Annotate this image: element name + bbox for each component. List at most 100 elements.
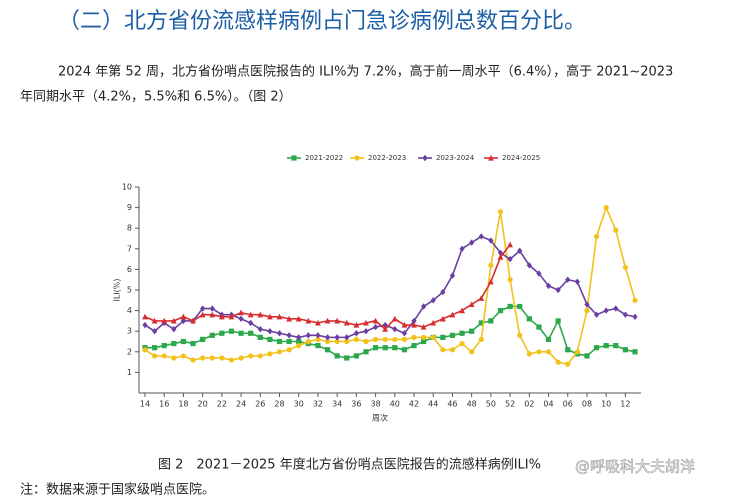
marker [401,321,408,328]
marker [449,311,456,318]
marker [469,239,475,246]
marker [449,347,456,353]
marker [305,317,312,324]
marker [199,311,206,318]
marker [430,319,437,326]
marker [228,357,235,363]
marker [324,347,331,353]
marker [363,328,369,335]
marker [257,311,264,318]
marker [469,349,475,355]
marker [247,311,254,318]
legend-item: 2021-2022 [287,154,343,162]
marker [401,347,408,353]
x-tick-label: 14 [140,400,150,409]
x-tick-label: 46 [447,400,457,409]
marker [354,155,360,161]
x-tick-label: 42 [409,400,419,409]
marker [536,324,542,330]
marker [152,353,158,359]
marker [267,351,273,357]
x-tick-label: 18 [178,400,188,409]
marker [517,247,523,255]
marker [315,343,321,349]
x-tick-label: 48 [467,400,477,409]
marker [344,355,350,361]
marker [334,334,340,341]
marker [238,355,244,361]
marker [555,286,561,294]
marker [526,262,532,269]
marker [507,277,513,283]
marker [593,311,600,318]
marker [422,154,428,162]
marker [267,328,273,335]
y-tick-label: 3 [127,327,132,336]
marker [411,321,417,328]
marker [507,255,513,263]
marker [219,355,225,361]
x-tick-label: 06 [563,400,573,409]
marker [430,297,436,304]
marker [161,353,167,359]
marker [411,343,417,349]
marker [459,340,465,347]
marker [420,323,427,330]
marker [200,355,206,361]
marker [622,264,628,270]
marker [622,311,628,318]
marker [487,278,494,285]
marker [565,276,571,283]
marker [536,270,542,277]
marker [142,347,148,353]
marker [545,336,552,343]
marker [276,313,283,320]
marker [613,227,619,233]
marker [190,317,196,324]
marker [411,334,417,340]
marker [228,328,235,334]
marker [334,353,340,359]
marker [584,353,590,359]
marker [343,319,350,326]
marker [295,315,302,322]
marker [363,338,369,345]
y-tick-label: 4 [127,306,132,315]
marker [421,338,427,345]
marker [257,353,263,359]
marker [439,315,446,322]
paragraph-line: 2024 年第 52 周，北方省份哨点医院报告的 ILI%为 7.2%，高于前一… [58,64,673,80]
series-line [144,235,636,339]
marker [449,332,456,338]
marker [391,315,398,322]
marker [171,355,177,361]
marker [497,308,504,314]
marker [286,347,292,353]
marker [200,305,206,312]
marker [324,334,331,341]
marker [603,343,609,349]
legend-label: 2023-2024 [436,154,475,162]
marker [180,353,187,359]
marker [151,317,158,324]
marker [421,334,427,340]
marker [286,315,293,322]
x-tick-label: 36 [351,400,361,409]
marker [392,336,398,343]
y-tick-label: 10 [122,183,132,192]
x-tick-label: 26 [255,400,265,409]
x-tick-label: 02 [524,400,534,409]
marker [248,330,254,336]
y-tick-label: 7 [127,244,132,253]
legend-item: 2023-2024 [418,154,475,162]
marker [517,332,523,338]
marker [296,334,302,341]
marker [363,319,369,326]
marker [565,347,571,353]
marker [603,307,609,314]
x-tick-label: 24 [236,400,246,409]
marker [440,334,446,340]
marker [315,336,321,343]
y-axis-label: ILI(%) [113,278,122,301]
marker [248,353,254,359]
